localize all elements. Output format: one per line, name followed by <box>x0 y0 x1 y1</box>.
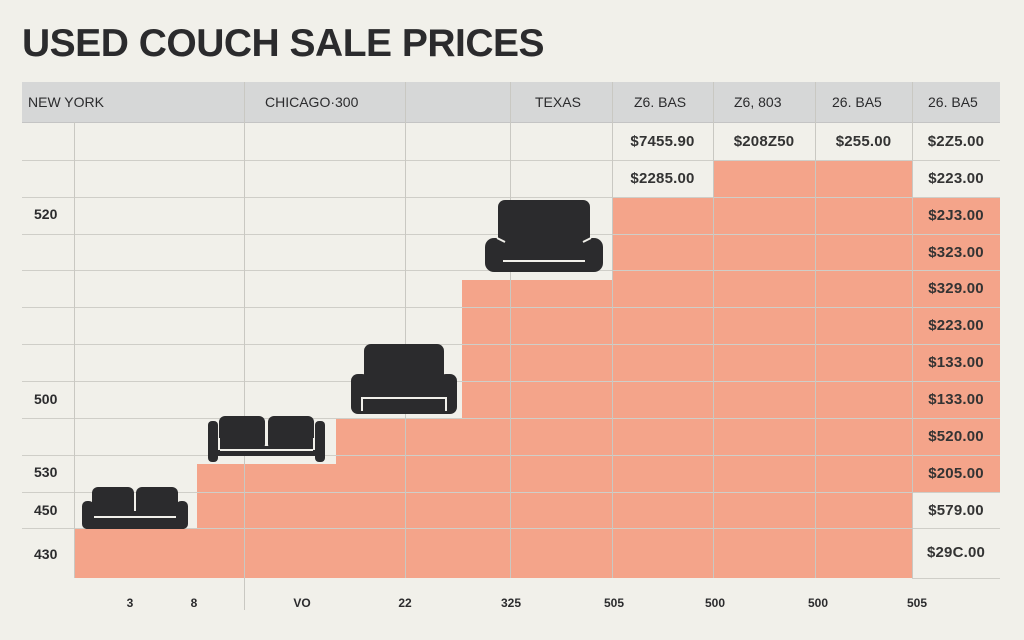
header-col-8: 26. BA5 <box>928 94 978 110</box>
x-axis-label: 22 <box>398 596 412 610</box>
x-axis-label: 505 <box>906 596 928 610</box>
grid-line <box>22 197 1000 198</box>
grid-line <box>510 82 511 578</box>
price-cell: $2Z5.00 <box>927 133 985 150</box>
armchair-icon <box>485 200 603 272</box>
step-bar-6 <box>713 160 912 578</box>
step-bar-1 <box>74 528 197 578</box>
price-cell: $255.00 <box>835 133 892 150</box>
y-axis-label: 530 <box>34 464 58 480</box>
grid-line <box>612 82 613 578</box>
price-cell: $223.00 <box>928 317 984 334</box>
x-axis-label: 500 <box>807 596 829 610</box>
x-axis-label: 3 <box>126 596 134 610</box>
header-col-6: Z6, 803 <box>734 94 782 110</box>
step-bar-5 <box>612 197 713 578</box>
x-axis-label: 505 <box>603 596 625 610</box>
price-cell: $7455.90 <box>630 133 695 150</box>
grid-line <box>22 492 1000 493</box>
price-cell: $205.00 <box>928 465 984 482</box>
price-cell: $329.00 <box>928 280 984 297</box>
step-bar-3 <box>336 418 462 578</box>
y-axis-label: 500 <box>34 391 58 407</box>
grid-line <box>22 381 1000 382</box>
grid-line <box>815 82 816 578</box>
grid-line <box>22 455 1000 456</box>
x-axis-label: 8 <box>190 596 198 610</box>
x-axis-label: 500 <box>704 596 726 610</box>
grid-line <box>22 528 1000 529</box>
price-cell: $323.00 <box>928 244 984 261</box>
header-col-7: 26. BA5 <box>832 94 882 110</box>
y-axis-label: 450 <box>34 502 58 518</box>
armchair-icon <box>351 344 457 414</box>
grid-line <box>713 82 714 578</box>
sofa-icon <box>82 487 188 529</box>
y-axis-label: 430 <box>34 546 58 562</box>
header-chicago: CHICAGO·300 <box>265 94 359 110</box>
header-new-york: NEW YORK <box>28 94 104 110</box>
header-col-5: Z6. BAS <box>634 94 687 110</box>
price-cell: $579.00 <box>928 502 984 519</box>
price-cell: $520.00 <box>928 428 984 445</box>
price-cell: $2285.00 <box>630 170 695 187</box>
y-axis-label: 520 <box>34 206 58 222</box>
grid-line <box>74 122 75 578</box>
x-axis-label: 325 <box>500 596 522 610</box>
grid-line <box>244 82 245 610</box>
page-title: USED COUCH SALE PRICES <box>22 22 545 65</box>
step-bar-4 <box>462 280 612 578</box>
header-texas: TEXAS <box>535 94 581 110</box>
table-header: NEW YORK CHICAGO·300 TEXAS Z6. BAS Z6, 8… <box>22 82 1000 123</box>
sofa-icon <box>208 416 325 462</box>
price-cell: $29C.00 <box>926 544 986 561</box>
grid-line <box>22 307 1000 308</box>
price-cell: $208Z50 <box>733 133 795 150</box>
price-cell: $133.00 <box>928 391 984 408</box>
grid-line <box>912 82 913 578</box>
grid-line <box>22 418 1000 419</box>
grid-line <box>912 578 1000 579</box>
grid-line <box>22 344 1000 345</box>
price-cell: $2J3.00 <box>928 207 984 224</box>
x-axis-label: VO <box>293 596 311 610</box>
price-cell: $133.00 <box>928 354 984 371</box>
grid-line <box>405 82 406 578</box>
step-bar-2 <box>197 464 336 578</box>
price-cell: $223.00 <box>928 170 984 187</box>
grid-line <box>22 160 1000 161</box>
